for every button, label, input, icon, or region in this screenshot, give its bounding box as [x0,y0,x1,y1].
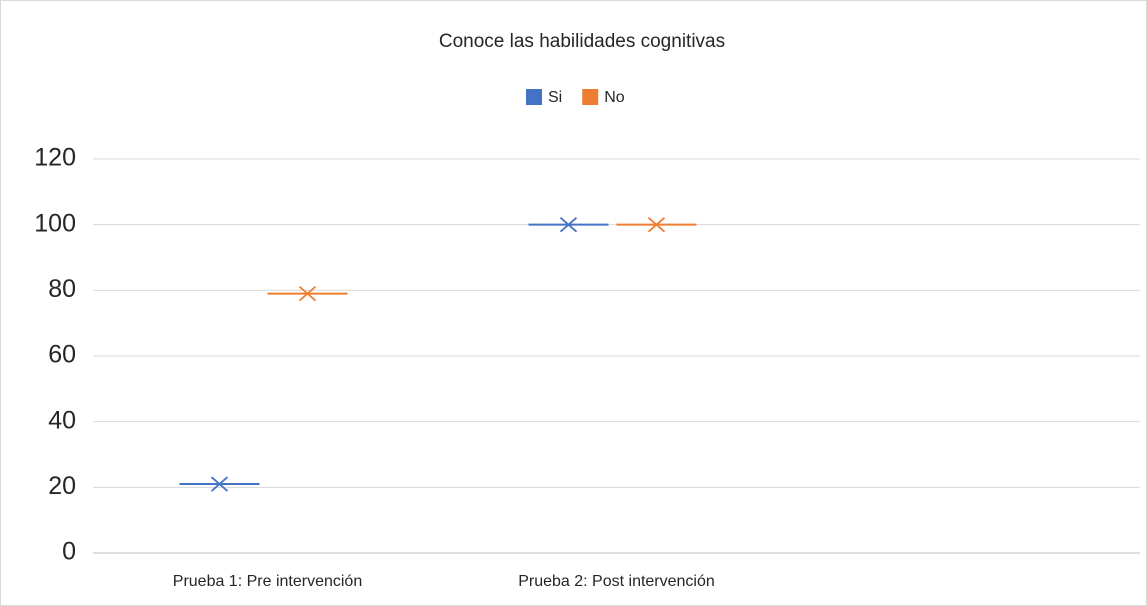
legend-swatch [582,89,599,105]
y-tick-label: 60 [48,341,76,369]
y-tick-label: 20 [48,472,76,500]
y-tick-label: 100 [34,209,76,237]
y-tick-label: 40 [48,406,76,434]
mean-marker [210,476,229,492]
chart-title: Conoce las habilidades cognitivas [439,31,725,52]
legend-label: No [604,89,625,106]
y-tick-label: 0 [62,538,76,566]
mean-marker [298,285,317,302]
legend-swatch [526,89,542,105]
x-tick-label: Prueba 2: Post intervención [518,573,715,590]
mean-marker [559,216,578,233]
mean-marker [647,216,666,233]
legend-label: Si [548,89,562,106]
y-tick-label: 120 [34,144,76,172]
y-tick-label: 80 [48,275,76,303]
x-tick-label: Prueba 1: Pre intervención [173,573,362,590]
